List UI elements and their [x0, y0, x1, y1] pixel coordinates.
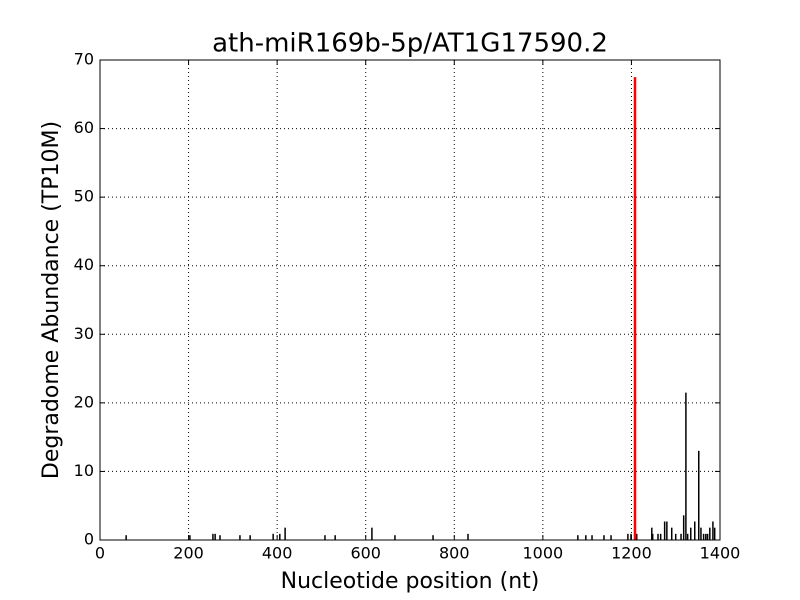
- chart-title: ath-miR169b-5p/AT1G17590.2: [212, 29, 608, 59]
- x-tick-label: 800: [439, 544, 470, 563]
- x-tick-label: 200: [173, 544, 204, 563]
- y-tick-label: 0: [84, 530, 94, 549]
- y-tick-label: 60: [74, 118, 94, 137]
- x-tick-label: 600: [350, 544, 381, 563]
- y-tick-label: 70: [74, 50, 94, 69]
- y-tick-label: 10: [74, 461, 94, 480]
- y-axis-label: Degradome Abundance (TP10M): [39, 121, 64, 479]
- x-tick-label: 400: [262, 544, 293, 563]
- y-tick-label: 20: [74, 392, 94, 411]
- x-tick-label: 1200: [611, 544, 652, 563]
- x-tick-label: 1400: [700, 544, 741, 563]
- x-axis-label: Nucleotide position (nt): [281, 569, 540, 594]
- y-tick-label: 50: [74, 187, 94, 206]
- y-tick-label: 30: [74, 324, 94, 343]
- x-tick-label: 0: [95, 544, 105, 563]
- y-tick-label: 40: [74, 255, 94, 274]
- x-tick-label: 1000: [522, 544, 563, 563]
- plot-frame: [99, 59, 721, 541]
